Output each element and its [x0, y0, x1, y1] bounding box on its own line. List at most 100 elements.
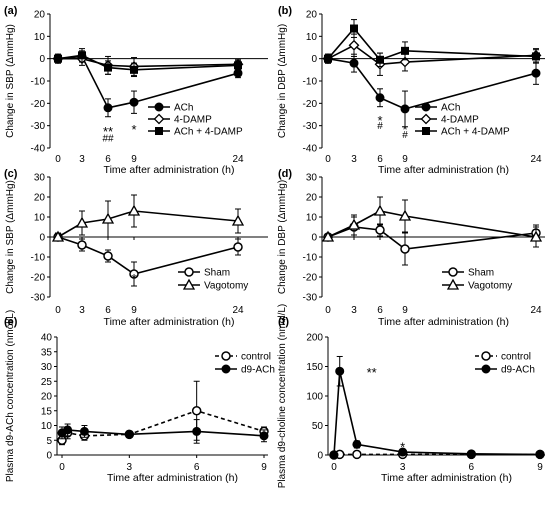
data-point	[335, 366, 345, 376]
series-d9-ach	[329, 355, 545, 460]
x-tick-label: 9	[261, 462, 267, 473]
legend-marker	[221, 351, 231, 361]
x-axis-label: Time after administration (h)	[104, 164, 235, 176]
data-point	[127, 204, 141, 216]
y-tick-label: -20	[31, 273, 46, 284]
data-point	[375, 93, 385, 103]
legend-label: ACh + 4-DAMP	[174, 127, 243, 138]
x-tick-label: 3	[400, 462, 406, 473]
legend-item: 4-DAMP	[148, 113, 212, 126]
series-ach	[323, 53, 541, 128]
data-point	[233, 68, 243, 78]
y-tick-label: 25	[41, 377, 53, 388]
data-point	[324, 54, 332, 63]
x-tick-label: 24	[232, 305, 244, 316]
data-point	[234, 61, 242, 70]
y-tick-label: -30	[31, 293, 46, 304]
data-point	[400, 104, 410, 114]
y-tick-label: 200	[306, 333, 323, 344]
legend-item: Vagotomy	[178, 278, 248, 292]
y-tick-label: 20	[34, 10, 46, 21]
data-point	[129, 269, 139, 279]
x-tick-label: 0	[55, 154, 61, 165]
y-tick-label: -10	[303, 253, 318, 264]
panel-label: (b)	[278, 5, 292, 17]
x-tick-label: 3	[127, 462, 133, 473]
significance-mark: *	[400, 440, 405, 455]
y-tick-label: -20	[303, 99, 318, 110]
y-axis-label: Change in DBP (ΔmmHg)	[277, 24, 288, 138]
legend-label: Sham	[468, 268, 494, 279]
y-tick-label: 150	[306, 362, 323, 373]
y-tick-label: 10	[306, 213, 318, 224]
data-point	[398, 447, 408, 457]
series-ach-4-damp	[324, 19, 540, 67]
x-axis-label: Time after administration (h)	[381, 472, 512, 484]
y-tick-label: -20	[303, 273, 318, 284]
y-tick-label: 0	[317, 451, 323, 462]
legend-item: ACh	[148, 102, 193, 114]
legend-label: ACh	[174, 103, 193, 114]
legend-marker	[221, 364, 231, 374]
series-line	[61, 409, 265, 441]
legend-marker	[420, 113, 432, 125]
x-axis-label: Time after administration (h)	[378, 316, 509, 328]
y-tick-label: 10	[41, 421, 53, 432]
legend-marker	[481, 351, 491, 361]
data-point	[51, 230, 65, 242]
x-tick-label: 3	[351, 154, 357, 165]
legend-label: 4-DAMP	[174, 115, 212, 126]
legend-marker	[421, 102, 431, 112]
series-line	[327, 226, 537, 250]
x-tick-label: 3	[351, 305, 357, 316]
series-line	[327, 27, 537, 61]
legend-label: control	[241, 352, 271, 363]
data-point	[531, 68, 541, 78]
data-point	[79, 426, 89, 436]
data-point	[231, 214, 245, 226]
significance-mark: #	[402, 130, 408, 141]
y-tick-label: -40	[31, 144, 46, 155]
significance-mark: *	[402, 122, 407, 137]
legend-marker	[446, 278, 460, 290]
y-tick-label: 10	[34, 213, 46, 224]
legend-item: Sham	[442, 267, 494, 279]
legend-label: Vagotomy	[468, 281, 512, 292]
legend-label: Vagotomy	[204, 281, 248, 292]
data-point	[75, 216, 89, 228]
data-point	[191, 406, 202, 416]
y-axis-label: Plasma d9-ACh concentration (nmol/L)	[5, 310, 16, 482]
data-point	[348, 39, 360, 51]
x-tick-label: 0	[325, 154, 331, 165]
panel-label: (d)	[278, 168, 292, 180]
data-point	[104, 63, 112, 72]
x-tick-label: 0	[331, 462, 337, 473]
significance-mark: ##	[102, 133, 114, 144]
data-point	[101, 212, 115, 224]
data-point	[349, 58, 359, 68]
data-point	[352, 449, 362, 460]
data-point	[347, 218, 361, 230]
series-d9-ach	[57, 419, 269, 444]
series-control	[57, 380, 269, 446]
series-line	[327, 210, 537, 238]
y-axis-label: Change in SBP (ΔmmHg)	[5, 180, 16, 294]
x-tick-label: 24	[530, 305, 542, 316]
y-tick-label: -20	[31, 99, 46, 110]
x-tick-label: 6	[377, 305, 383, 316]
panel-label: (a)	[4, 5, 18, 17]
x-tick-label: 9	[131, 154, 137, 165]
x-tick-label: 0	[59, 462, 65, 473]
data-point	[78, 51, 86, 60]
data-point	[54, 54, 62, 63]
legend-item: control	[215, 351, 271, 363]
legend-item: d9-ACh	[475, 364, 535, 376]
legend-label: 4-DAMP	[441, 115, 479, 126]
y-tick-label: 30	[41, 362, 53, 373]
data-point	[233, 242, 243, 252]
data-point	[535, 449, 545, 459]
data-point	[329, 450, 339, 460]
significance-mark: **	[103, 124, 113, 139]
y-tick-label: 5	[46, 436, 52, 447]
